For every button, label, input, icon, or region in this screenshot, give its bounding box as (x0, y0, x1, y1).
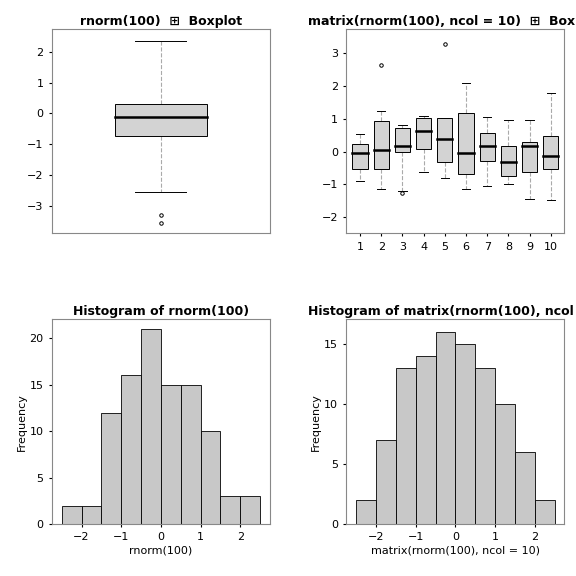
X-axis label: matrix(rnorm(100), ncol = 10): matrix(rnorm(100), ncol = 10) (371, 545, 540, 555)
Bar (416, 118, 431, 149)
Bar (543, 136, 558, 169)
Title: Histogram of rnorm(100): Histogram of rnorm(100) (73, 305, 249, 319)
Bar (200, 431, 221, 524)
Bar (395, 128, 410, 151)
Bar (416, 355, 435, 524)
Bar (458, 113, 473, 174)
Bar (515, 452, 535, 524)
Bar (475, 367, 495, 524)
Bar (161, 385, 181, 524)
Bar (62, 506, 82, 524)
Bar (353, 145, 367, 169)
Bar (396, 367, 416, 524)
Bar (374, 122, 389, 169)
Title: rnorm(100)  ⊞  Boxplot: rnorm(100) ⊞ Boxplot (80, 14, 242, 28)
Bar (376, 440, 396, 524)
Bar (495, 404, 515, 524)
Bar (101, 412, 122, 524)
Y-axis label: Frequency: Frequency (17, 393, 26, 451)
Bar (181, 385, 200, 524)
Bar (435, 332, 456, 524)
Bar (480, 132, 495, 161)
Bar (240, 497, 260, 524)
Title: matrix(rnorm(100), ncol = 10)  ⊞  Boxplot: matrix(rnorm(100), ncol = 10) ⊞ Boxplot (308, 14, 576, 28)
Y-axis label: Frequency: Frequency (311, 393, 321, 451)
X-axis label: rnorm(100): rnorm(100) (129, 545, 192, 555)
Bar (356, 500, 376, 524)
Bar (437, 118, 452, 162)
Bar (122, 376, 141, 524)
Bar (82, 506, 101, 524)
Bar (535, 500, 555, 524)
Bar (522, 142, 537, 172)
Bar (456, 343, 475, 524)
Bar (501, 146, 516, 176)
Bar (221, 497, 240, 524)
Bar (141, 329, 161, 524)
Title: Histogram of matrix(rnorm(100), ncol = 1: Histogram of matrix(rnorm(100), ncol = 1 (309, 305, 576, 319)
Bar (115, 104, 207, 135)
